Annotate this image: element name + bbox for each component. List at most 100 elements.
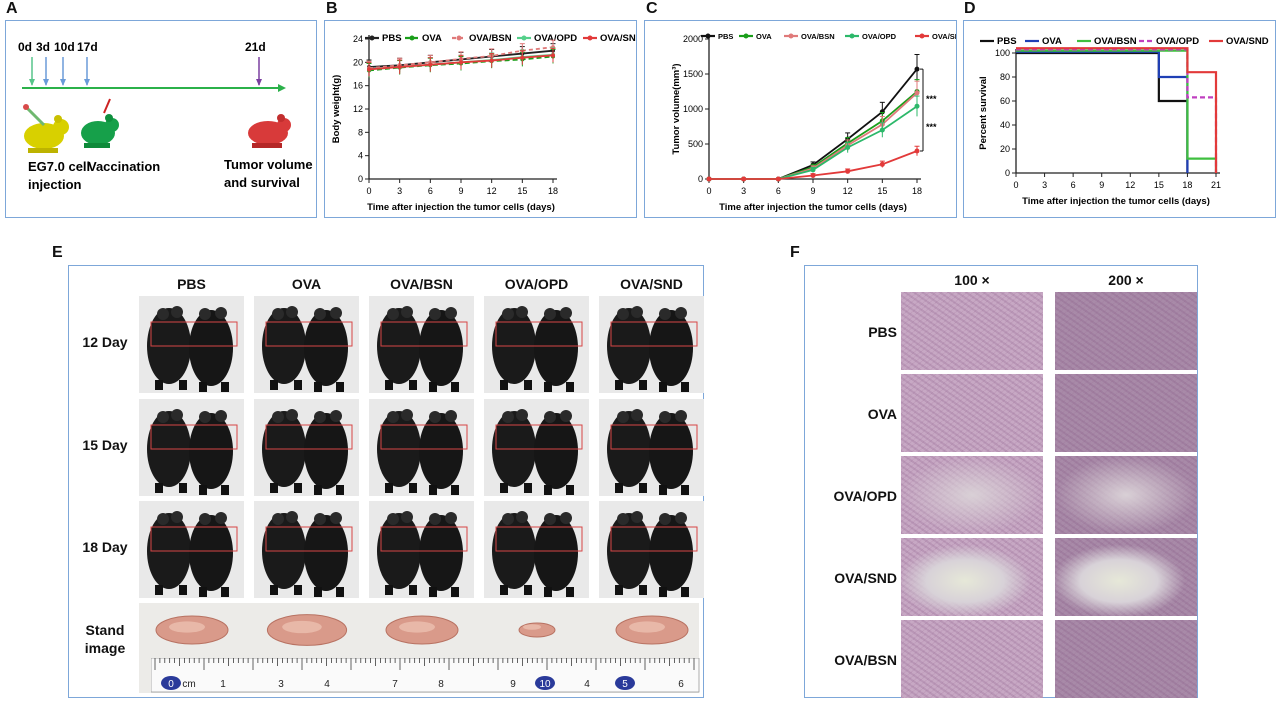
ruler-number: 3 (278, 679, 284, 690)
x-tick-label: 6 (1071, 180, 1076, 190)
mouse-photo (254, 501, 359, 598)
timepoint-17d: 17d (77, 40, 98, 54)
x-tick-label: 18 (548, 186, 558, 196)
ruler-number-badge (615, 676, 635, 690)
label-eg7-line2: injection (28, 177, 82, 192)
legend-label: OVA/BSN (469, 33, 512, 44)
body-weight-chart: 0 4 8 12 16 20 24 0 3 6 9 12 15 18 Time after injectio… (331, 33, 636, 213)
y-tick-label: 500 (688, 139, 703, 149)
day-row-label: 12 Day (82, 334, 128, 350)
legend-marker (849, 33, 855, 39)
group-header: OVA (291, 276, 322, 292)
mouse-photo (484, 399, 589, 496)
legend-label: OVA/SND (1226, 36, 1269, 47)
x-tick-label: 12 (487, 186, 497, 196)
data-point (845, 145, 851, 150)
excised-tumor (155, 615, 228, 645)
ruler-number: 6 (678, 679, 684, 690)
x-tick-label: 3 (397, 186, 402, 196)
data-point (914, 103, 920, 109)
x-tick-label: 9 (1099, 180, 1104, 190)
legend-label: OVA/SND (932, 32, 956, 41)
ruler-number: 9 (510, 679, 516, 690)
legend-marker (521, 35, 527, 41)
panel-f-histology: 100 × 200 × PBS OVA OVA/OPD OVA/SND OVA/BSN (804, 265, 1198, 698)
legend-marker (743, 33, 749, 39)
histology-image (901, 456, 1043, 534)
mouse-photo (599, 501, 704, 598)
mouse-photo (599, 296, 704, 393)
x-axis-label: Time after injection the tumor cells (da… (1022, 196, 1210, 207)
histology-image (901, 620, 1043, 698)
legend-label: OVA/OPD (534, 33, 577, 44)
histology-row-label: OVA/OPD (833, 488, 897, 504)
timepoint-arrow-21d (256, 57, 262, 86)
ruler-number: 4 (324, 679, 330, 690)
legend-label: OVA/BSN (1094, 36, 1137, 47)
timepoint-arrow-10d (60, 57, 66, 86)
panel-b-chart: 0 4 8 12 16 20 24 0 3 6 9 12 15 18 Time after injectio… (324, 20, 637, 218)
data-point (489, 58, 494, 63)
yellow-mouse-icon (23, 104, 69, 153)
ruler-number: 10 (539, 679, 551, 690)
tumor-photo-strip: 0 cm 1 3 4 7 8 9 10 4 5 6 (139, 603, 700, 693)
survival-step-line (1016, 49, 1218, 173)
x-tick-label: 12 (1125, 180, 1135, 190)
ruler-number: cm (182, 679, 195, 690)
label-vaccination: Vaccination (88, 159, 160, 174)
mouse-photo (369, 399, 474, 496)
mouse-photo (599, 399, 704, 496)
legend-label: PBS (382, 33, 402, 44)
x-tick-label: 6 (428, 186, 433, 196)
mouse-photo (139, 399, 244, 496)
timepoint-10d: 10d (54, 40, 75, 54)
legend-label: OVA/SND (600, 33, 636, 44)
histology-row-label: PBS (868, 324, 897, 340)
legend-label: OVA/OPD (862, 32, 897, 41)
survival-step-line (1016, 51, 1189, 173)
legend-label: PBS (718, 32, 733, 41)
ruler-number: 1 (220, 679, 226, 690)
survival-step-line (1016, 50, 1189, 173)
x-axis-label: Time after injection the tumor cells (da… (367, 202, 555, 213)
timepoint-0d: 0d (18, 40, 32, 54)
x-tick-label: 0 (706, 186, 711, 196)
histology-row-label: OVA/BSN (834, 652, 897, 668)
data-point (397, 65, 402, 69)
data-point (810, 167, 816, 173)
x-tick-label: 9 (810, 186, 815, 196)
y-tick-label: 12 (353, 104, 363, 114)
ruler: 0 cm 1 3 4 7 8 9 10 4 5 6 (151, 658, 700, 693)
histology-image (1055, 538, 1197, 616)
legend-marker (919, 33, 925, 39)
mouse-photo (484, 501, 589, 598)
group-header: PBS (177, 276, 206, 292)
y-tick-label: 8 (358, 127, 363, 137)
legend-marker (705, 33, 711, 39)
x-tick-label: 12 (843, 186, 853, 196)
mouse-photo (369, 296, 474, 393)
x-tick-label: 18 (1182, 180, 1192, 190)
day-row-label: 15 Day (82, 437, 128, 453)
panel-e-photos: PBS OVA OVA/BSN OVA/OPD OVA/SND 12 Day (68, 265, 704, 698)
histology-image (901, 374, 1043, 452)
mouse-photo (254, 296, 359, 393)
ruler-number: 4 (584, 679, 590, 690)
timepoint-arrow-0d (29, 57, 35, 86)
data-point (428, 62, 433, 67)
timepoint-3d: 3d (36, 40, 50, 54)
mouse-photo (139, 501, 244, 598)
data-point (879, 127, 885, 133)
y-tick-label: 1000 (683, 104, 703, 114)
label-tumor-line2: and survival (224, 175, 300, 190)
x-tick-label: 9 (458, 186, 463, 196)
x-tick-label: 0 (366, 186, 371, 196)
excised-tumor (518, 622, 555, 638)
data-point (914, 66, 920, 72)
x-tick-label: 3 (741, 186, 746, 196)
y-axis-label: Tumor volume(mm³) (671, 63, 682, 154)
data-point (879, 109, 885, 115)
timeline-arrowhead (278, 84, 286, 92)
data-point (914, 148, 920, 154)
data-point (459, 60, 463, 65)
